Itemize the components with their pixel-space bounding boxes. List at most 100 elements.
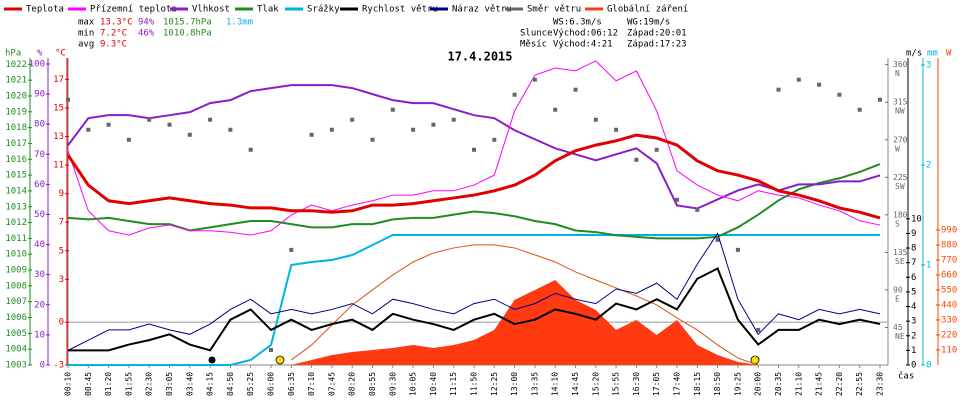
series-point xyxy=(167,122,172,127)
y-tick-name: S xyxy=(895,219,900,228)
x-tick-label: 05:25 xyxy=(246,372,255,396)
y-tick-label: 1020 xyxy=(5,91,27,101)
y-tick-label: 6 xyxy=(911,273,916,283)
stat-value: 1010.8hPa xyxy=(163,29,212,39)
y-tick-label: 1022 xyxy=(5,60,27,70)
legend-label: Tlak xyxy=(257,5,279,15)
y-tick-label: 20 xyxy=(34,300,45,310)
y-tick-label: 990 xyxy=(941,225,957,235)
stat-value: 13.3°C xyxy=(100,18,133,28)
y-tick-label: 1011 xyxy=(5,234,27,244)
series-area xyxy=(68,279,880,365)
y-tick-label: 3 xyxy=(59,275,64,285)
series-point xyxy=(187,132,192,137)
y-tick-label: 0 xyxy=(911,361,916,371)
y-tick-label: 880 xyxy=(941,240,957,250)
legend-label: Globální záření xyxy=(607,5,688,15)
y-tick-label: 13 xyxy=(53,132,64,142)
x-tick-label: 03:40 xyxy=(185,372,194,396)
y-tick-label: -3 xyxy=(53,361,64,371)
y-tick-label: 1015 xyxy=(5,171,27,181)
y-tick-label: 135 xyxy=(893,248,908,257)
x-tick-label: 23:30 xyxy=(876,372,885,396)
series-point xyxy=(350,117,355,122)
series-point xyxy=(451,117,456,122)
x-tick-label: 13:35 xyxy=(530,372,539,396)
y-tick-label: 90 xyxy=(34,90,45,100)
x-tick-label: 14:10 xyxy=(551,372,560,396)
x-tick-label: 04:15 xyxy=(206,372,215,396)
x-tick-label: 20:35 xyxy=(774,372,783,396)
stat-info: Západ:20:01 xyxy=(627,29,687,39)
series-point xyxy=(86,127,91,132)
y-tick-label: 270 xyxy=(893,135,908,144)
y-tick-label: 11 xyxy=(53,161,64,171)
y-tick-label: 0 xyxy=(40,361,45,371)
x-tick-label: 12:25 xyxy=(490,372,499,396)
y-tick-label: 1016 xyxy=(5,155,27,165)
series-point xyxy=(614,127,619,132)
legend-label: Rychlost větru xyxy=(362,5,438,15)
x-tick-label: 07:45 xyxy=(327,372,336,396)
x-tick-label: 18:15 xyxy=(693,372,702,396)
x-tick-label: 08:20 xyxy=(348,372,357,396)
y-tick-label: 180 xyxy=(893,210,908,219)
series-point xyxy=(106,122,111,127)
stat-info: WS:6.3m/s xyxy=(553,18,602,28)
y-tick-name: NW xyxy=(895,107,905,116)
y-tick-label: 660 xyxy=(941,270,957,280)
series-point xyxy=(593,117,598,122)
axis-title: °C xyxy=(55,49,66,59)
y-tick-label: 0 xyxy=(926,361,931,371)
series-point xyxy=(817,82,822,87)
y-tick-label: 1012 xyxy=(5,218,27,228)
series-point xyxy=(126,137,131,142)
legend-label: Vlhkost xyxy=(192,5,230,15)
y-tick-label: 45 xyxy=(893,323,903,332)
series-point xyxy=(756,327,761,332)
legend-label: Náraz větru xyxy=(452,5,512,15)
x-tick-label: 22:55 xyxy=(855,372,864,396)
x-tick-label: 04:50 xyxy=(226,372,235,396)
stat-value: 1015.7hPa xyxy=(163,18,212,28)
series-point xyxy=(695,207,700,212)
y-tick-label: 1017 xyxy=(5,139,27,149)
series-point xyxy=(654,147,659,152)
x-axis-label: čas xyxy=(898,371,914,382)
axis-title: hPa xyxy=(5,49,21,59)
axis-title: mm xyxy=(927,49,938,59)
series-line xyxy=(67,163,881,240)
sunrise-marker xyxy=(275,355,285,365)
y-tick-label: 80 xyxy=(34,120,45,130)
y-tick-label: 1004 xyxy=(5,345,27,355)
series-point xyxy=(573,87,578,92)
y-tick-label: 110 xyxy=(941,345,957,355)
series-point xyxy=(329,127,334,132)
series-point xyxy=(857,107,862,112)
y-tick-label: 1018 xyxy=(5,123,27,133)
series-point xyxy=(228,127,233,132)
y-tick-name: SE xyxy=(895,257,905,266)
stat-value: 1.3mm xyxy=(226,18,253,28)
y-tick-label: 40 xyxy=(34,240,45,250)
y-tick-label: 30 xyxy=(34,270,45,280)
series-point xyxy=(66,97,70,102)
y-tick-label: 3 xyxy=(926,61,931,71)
y-tick-name: N xyxy=(895,69,900,78)
stat-info: Západ:17:23 xyxy=(627,40,687,50)
y-tick-label: 70 xyxy=(34,150,45,160)
x-tick-label: 03:05 xyxy=(165,372,174,396)
x-tick-label: 22:20 xyxy=(835,372,844,396)
series-point xyxy=(715,237,720,242)
y-tick-label: 50 xyxy=(34,210,45,220)
series-point xyxy=(472,147,476,152)
y-tick-label: 15 xyxy=(53,103,64,113)
x-tick-label: 08:55 xyxy=(368,372,377,396)
y-tick-name: W xyxy=(895,144,900,153)
x-tick-label: 21:45 xyxy=(815,372,824,396)
x-tick-label: 00:10 xyxy=(64,372,73,396)
y-tick-label: 1014 xyxy=(5,186,27,196)
series-point xyxy=(390,107,395,112)
legend-label: Teplota xyxy=(26,5,64,15)
y-tick-label: 7 xyxy=(911,258,916,268)
